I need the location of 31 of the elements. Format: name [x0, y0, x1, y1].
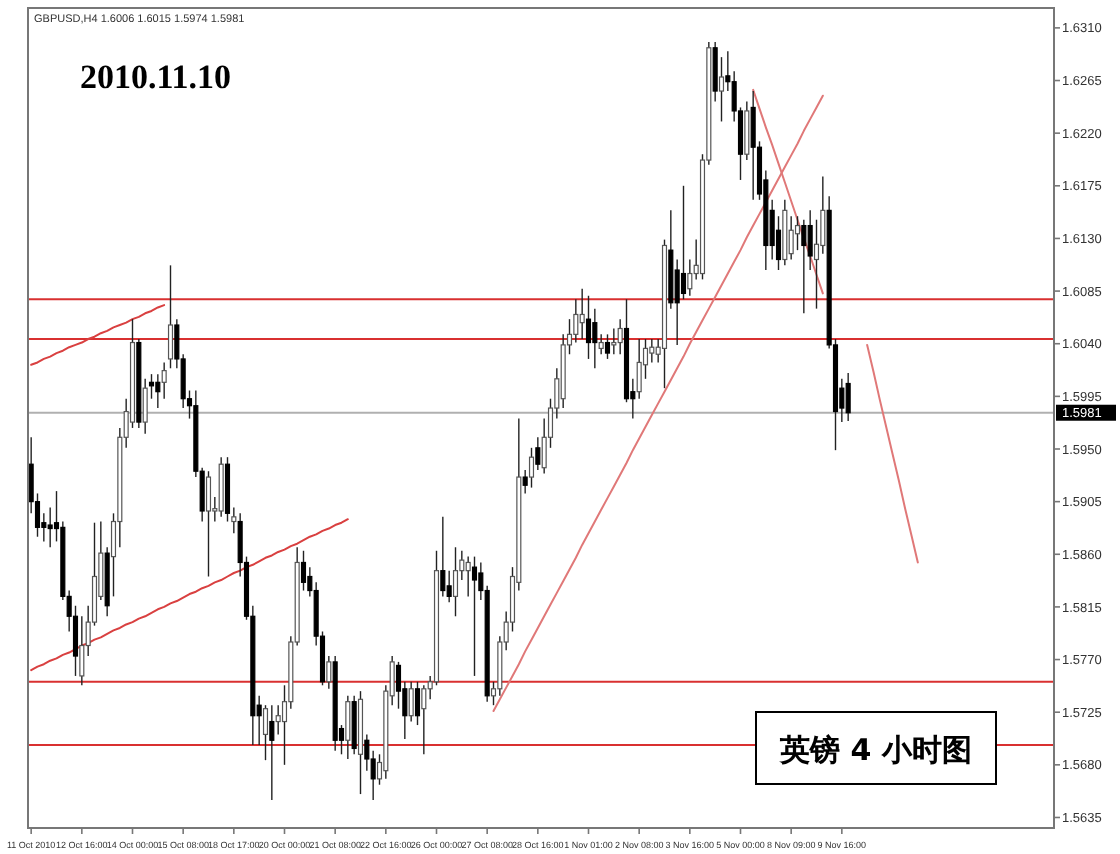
candlestick	[205, 470, 212, 578]
candlestick	[408, 681, 414, 723]
candlestick	[326, 655, 332, 690]
note-box: 英镑 4 小时图	[755, 711, 997, 785]
candlestick	[351, 695, 357, 756]
candlestick	[718, 56, 725, 123]
annotation: 2010.11.10	[80, 58, 232, 96]
candlestick	[845, 372, 851, 422]
candlestick	[218, 456, 224, 518]
candlestick	[47, 506, 53, 548]
candlestick	[801, 219, 807, 315]
candlestick	[617, 318, 623, 355]
candlestick	[452, 546, 459, 617]
candlestick	[142, 378, 148, 435]
candlestick	[611, 327, 617, 355]
candlestick	[471, 555, 478, 677]
candlestick	[592, 307, 598, 369]
candlestick	[604, 333, 611, 360]
candlestick	[345, 695, 351, 760]
candlestick	[794, 215, 801, 251]
candlestick	[585, 295, 592, 360]
candlestick	[788, 215, 794, 261]
candlestick	[680, 185, 687, 300]
candlestick	[269, 704, 275, 801]
candlestick	[300, 550, 307, 592]
candlestick	[750, 90, 756, 201]
candlestick	[440, 516, 446, 598]
candlestick	[167, 264, 174, 369]
candlestick	[161, 361, 167, 400]
annotation: 英镑 4 小时图	[778, 732, 972, 768]
candlestick	[421, 684, 427, 756]
